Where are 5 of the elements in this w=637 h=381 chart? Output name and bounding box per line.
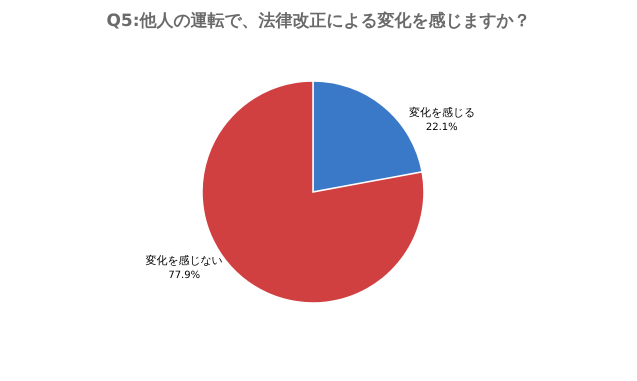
slice-label: 変化を感じない — [146, 254, 223, 268]
data-label: 77.9% — [168, 270, 200, 282]
slice-label: 変化を感じる — [408, 106, 475, 119]
data-label: 22.1% — [426, 122, 458, 133]
chart-title: Q5:他人の運転で、法律改正による変化を感じますか？ — [106, 11, 531, 31]
